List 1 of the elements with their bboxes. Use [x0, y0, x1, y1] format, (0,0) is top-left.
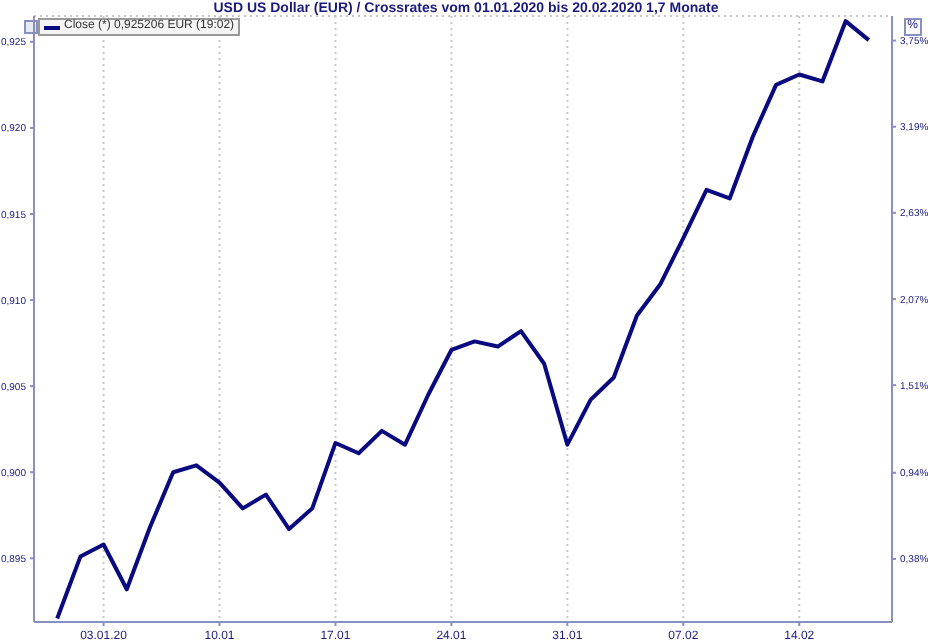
- line-series: [55, 19, 871, 621]
